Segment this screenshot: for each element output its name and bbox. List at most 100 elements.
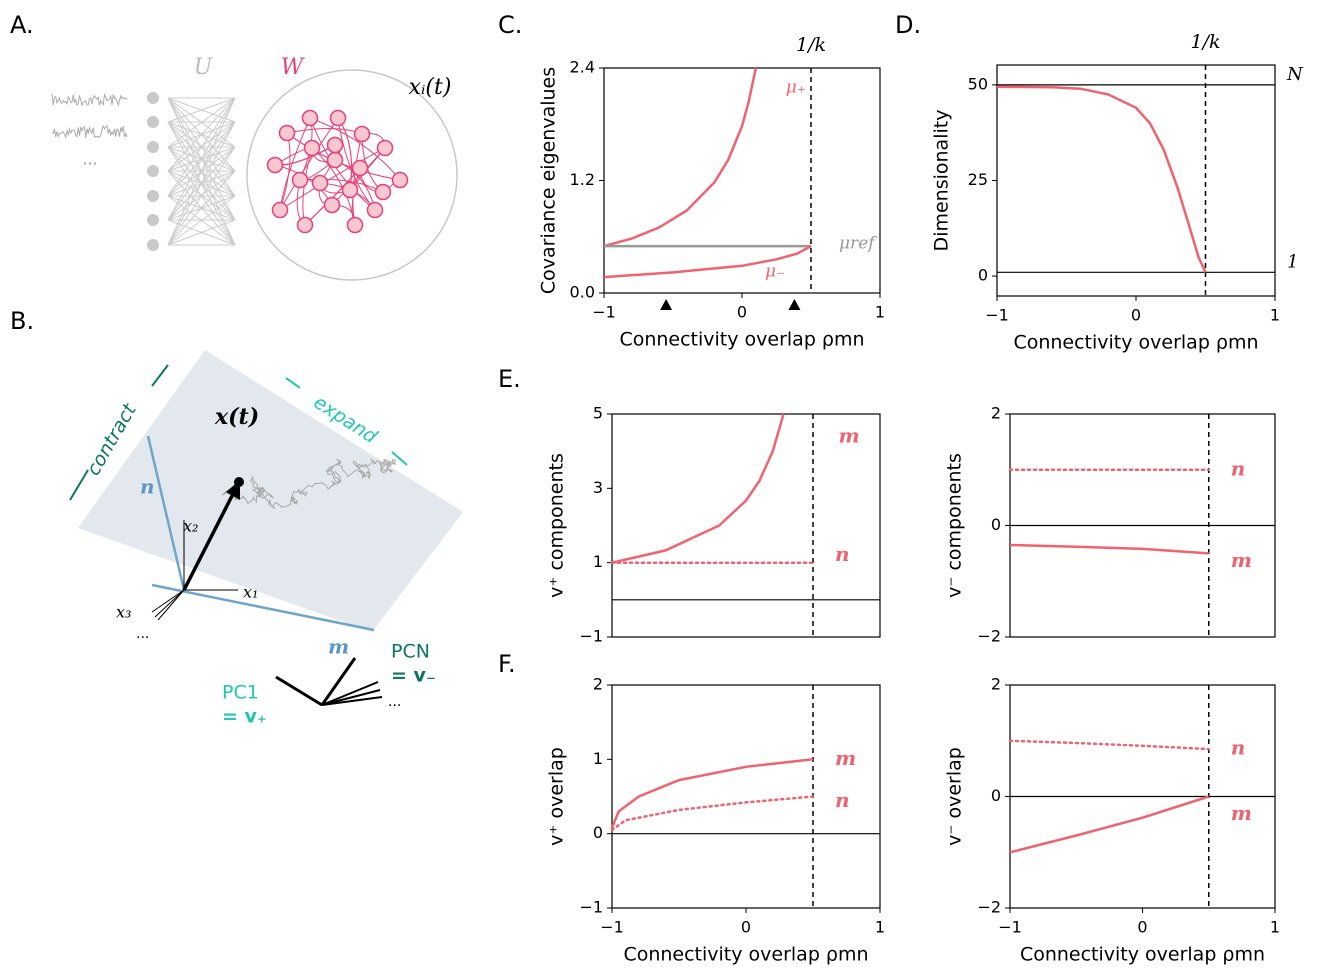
y-tick-label: 0: [991, 786, 1001, 805]
pc1-label: PC1: [222, 682, 259, 704]
x-axis-label: Connectivity overlap ρmn: [1013, 332, 1258, 354]
noise-trace: [52, 126, 127, 138]
x-axis-label: Connectivity overlap ρmn: [619, 329, 864, 351]
input-unit: [147, 92, 159, 104]
y-tick-label: 25: [968, 170, 988, 189]
series-label: n: [1231, 456, 1246, 480]
pc1-eq: = v₊: [222, 706, 267, 728]
contract-arrow: [152, 365, 168, 386]
neuron: [393, 173, 408, 188]
x-tick-label: −1: [592, 303, 616, 322]
series-line: [1010, 545, 1209, 553]
neuron: [313, 176, 328, 191]
y-axis-label: v⁺ overlap: [546, 747, 568, 846]
reference-label: N: [1286, 64, 1304, 85]
marker: [660, 299, 672, 310]
ellipsis: ...: [388, 694, 401, 710]
x3-axis: [155, 590, 184, 617]
neuron: [303, 111, 318, 126]
neuron: [293, 173, 308, 188]
y-tick-label: 50: [968, 74, 988, 93]
panel-label: F.: [498, 650, 516, 678]
neuron: [353, 161, 368, 176]
x-tick-label: 1: [1270, 918, 1280, 937]
y-tick-label: −2: [977, 627, 1001, 646]
figure: A. B. C. D. E. F. U W xᵢ(t) ... x(t) n m…: [0, 0, 1319, 978]
chart: −202v⁻ componentsmn: [944, 404, 1276, 646]
y-tick-label: 0.0: [570, 283, 595, 302]
series-label: n: [1231, 736, 1246, 760]
input-unit: [147, 141, 159, 153]
x1-label: x₁: [243, 583, 258, 602]
noise-trace: [52, 94, 127, 105]
neuron: [298, 218, 313, 233]
y-tick-label: 1.2: [570, 170, 595, 189]
neuron: [355, 127, 370, 142]
neuron: [325, 198, 340, 213]
neuron: [280, 126, 295, 141]
series-label: n: [835, 542, 850, 566]
plot-frame: [604, 68, 880, 293]
x-tick-label: −1: [998, 918, 1022, 937]
series-line: [612, 797, 813, 831]
y-axis-label: Covariance eigenvalues: [538, 67, 560, 294]
neuron: [378, 141, 393, 156]
network-boundary: [247, 70, 457, 280]
y-tick-label: −1: [579, 627, 603, 646]
state-label: xᵢ(t): [409, 75, 452, 100]
pc1-axis: [276, 677, 322, 705]
vertical-reference-label: 1/k: [1190, 31, 1220, 53]
series-label: m: [1231, 801, 1252, 825]
series-label: n: [835, 788, 850, 812]
y-axis-label: v⁻ overlap: [944, 747, 966, 846]
state-point: [234, 477, 244, 487]
chart: −1135v⁺ componentsmn: [546, 404, 881, 646]
x-tick-label: −1: [985, 306, 1009, 325]
marker: [788, 299, 800, 310]
panel-label: E.: [498, 365, 521, 393]
panel-label: A.: [10, 11, 34, 39]
x-axis-label: Connectivity overlap ρmn: [623, 944, 868, 966]
ellipsis: ...: [82, 150, 97, 169]
y-tick-label: 2: [991, 404, 1001, 423]
neuron: [328, 153, 343, 168]
plane: [78, 350, 463, 632]
neuron: [376, 185, 391, 200]
x-tick-label: 0: [737, 303, 747, 322]
neuron: [268, 158, 283, 173]
series-label: m: [839, 424, 860, 448]
x-axis-label: Connectivity overlap ρmn: [1020, 944, 1265, 966]
x-tick-label: 0: [741, 918, 751, 937]
vertical-reference-label: 1/k: [796, 34, 826, 56]
neuron: [348, 218, 363, 233]
state-label: x(t): [214, 404, 259, 430]
y-tick-label: 2: [991, 675, 1001, 694]
neuron: [273, 203, 288, 218]
x-tick-label: 1: [875, 303, 885, 322]
y-tick-label: 0: [593, 823, 603, 842]
neuron: [331, 111, 346, 126]
series-line: [1010, 797, 1209, 853]
reference-label: 1: [1287, 251, 1298, 272]
series-label: μref: [839, 234, 877, 254]
series-label: m: [835, 746, 856, 770]
neuron: [368, 203, 383, 218]
x-tick-label: 0: [1137, 918, 1147, 937]
y-tick-label: −2: [977, 898, 1001, 917]
input-unit: [147, 165, 159, 177]
y-axis-label: Dimensionality: [931, 110, 953, 252]
panel-label: B.: [10, 307, 34, 335]
series-label: μ₋: [765, 262, 785, 282]
chart: −2 0 2 −1 0 1 v⁻ overlap Connectivity overlap ρ…: [944, 675, 1281, 966]
series-line: [997, 87, 1206, 272]
neuron: [328, 138, 343, 153]
recurrent-edge: [287, 128, 362, 134]
n-label: n: [140, 475, 155, 499]
x2-label: x₂: [183, 517, 198, 536]
input-unit: [147, 239, 159, 251]
y-tick-label: 0: [991, 515, 1001, 534]
y-tick-label: 5: [593, 404, 603, 423]
panel-label: C.: [498, 11, 522, 39]
